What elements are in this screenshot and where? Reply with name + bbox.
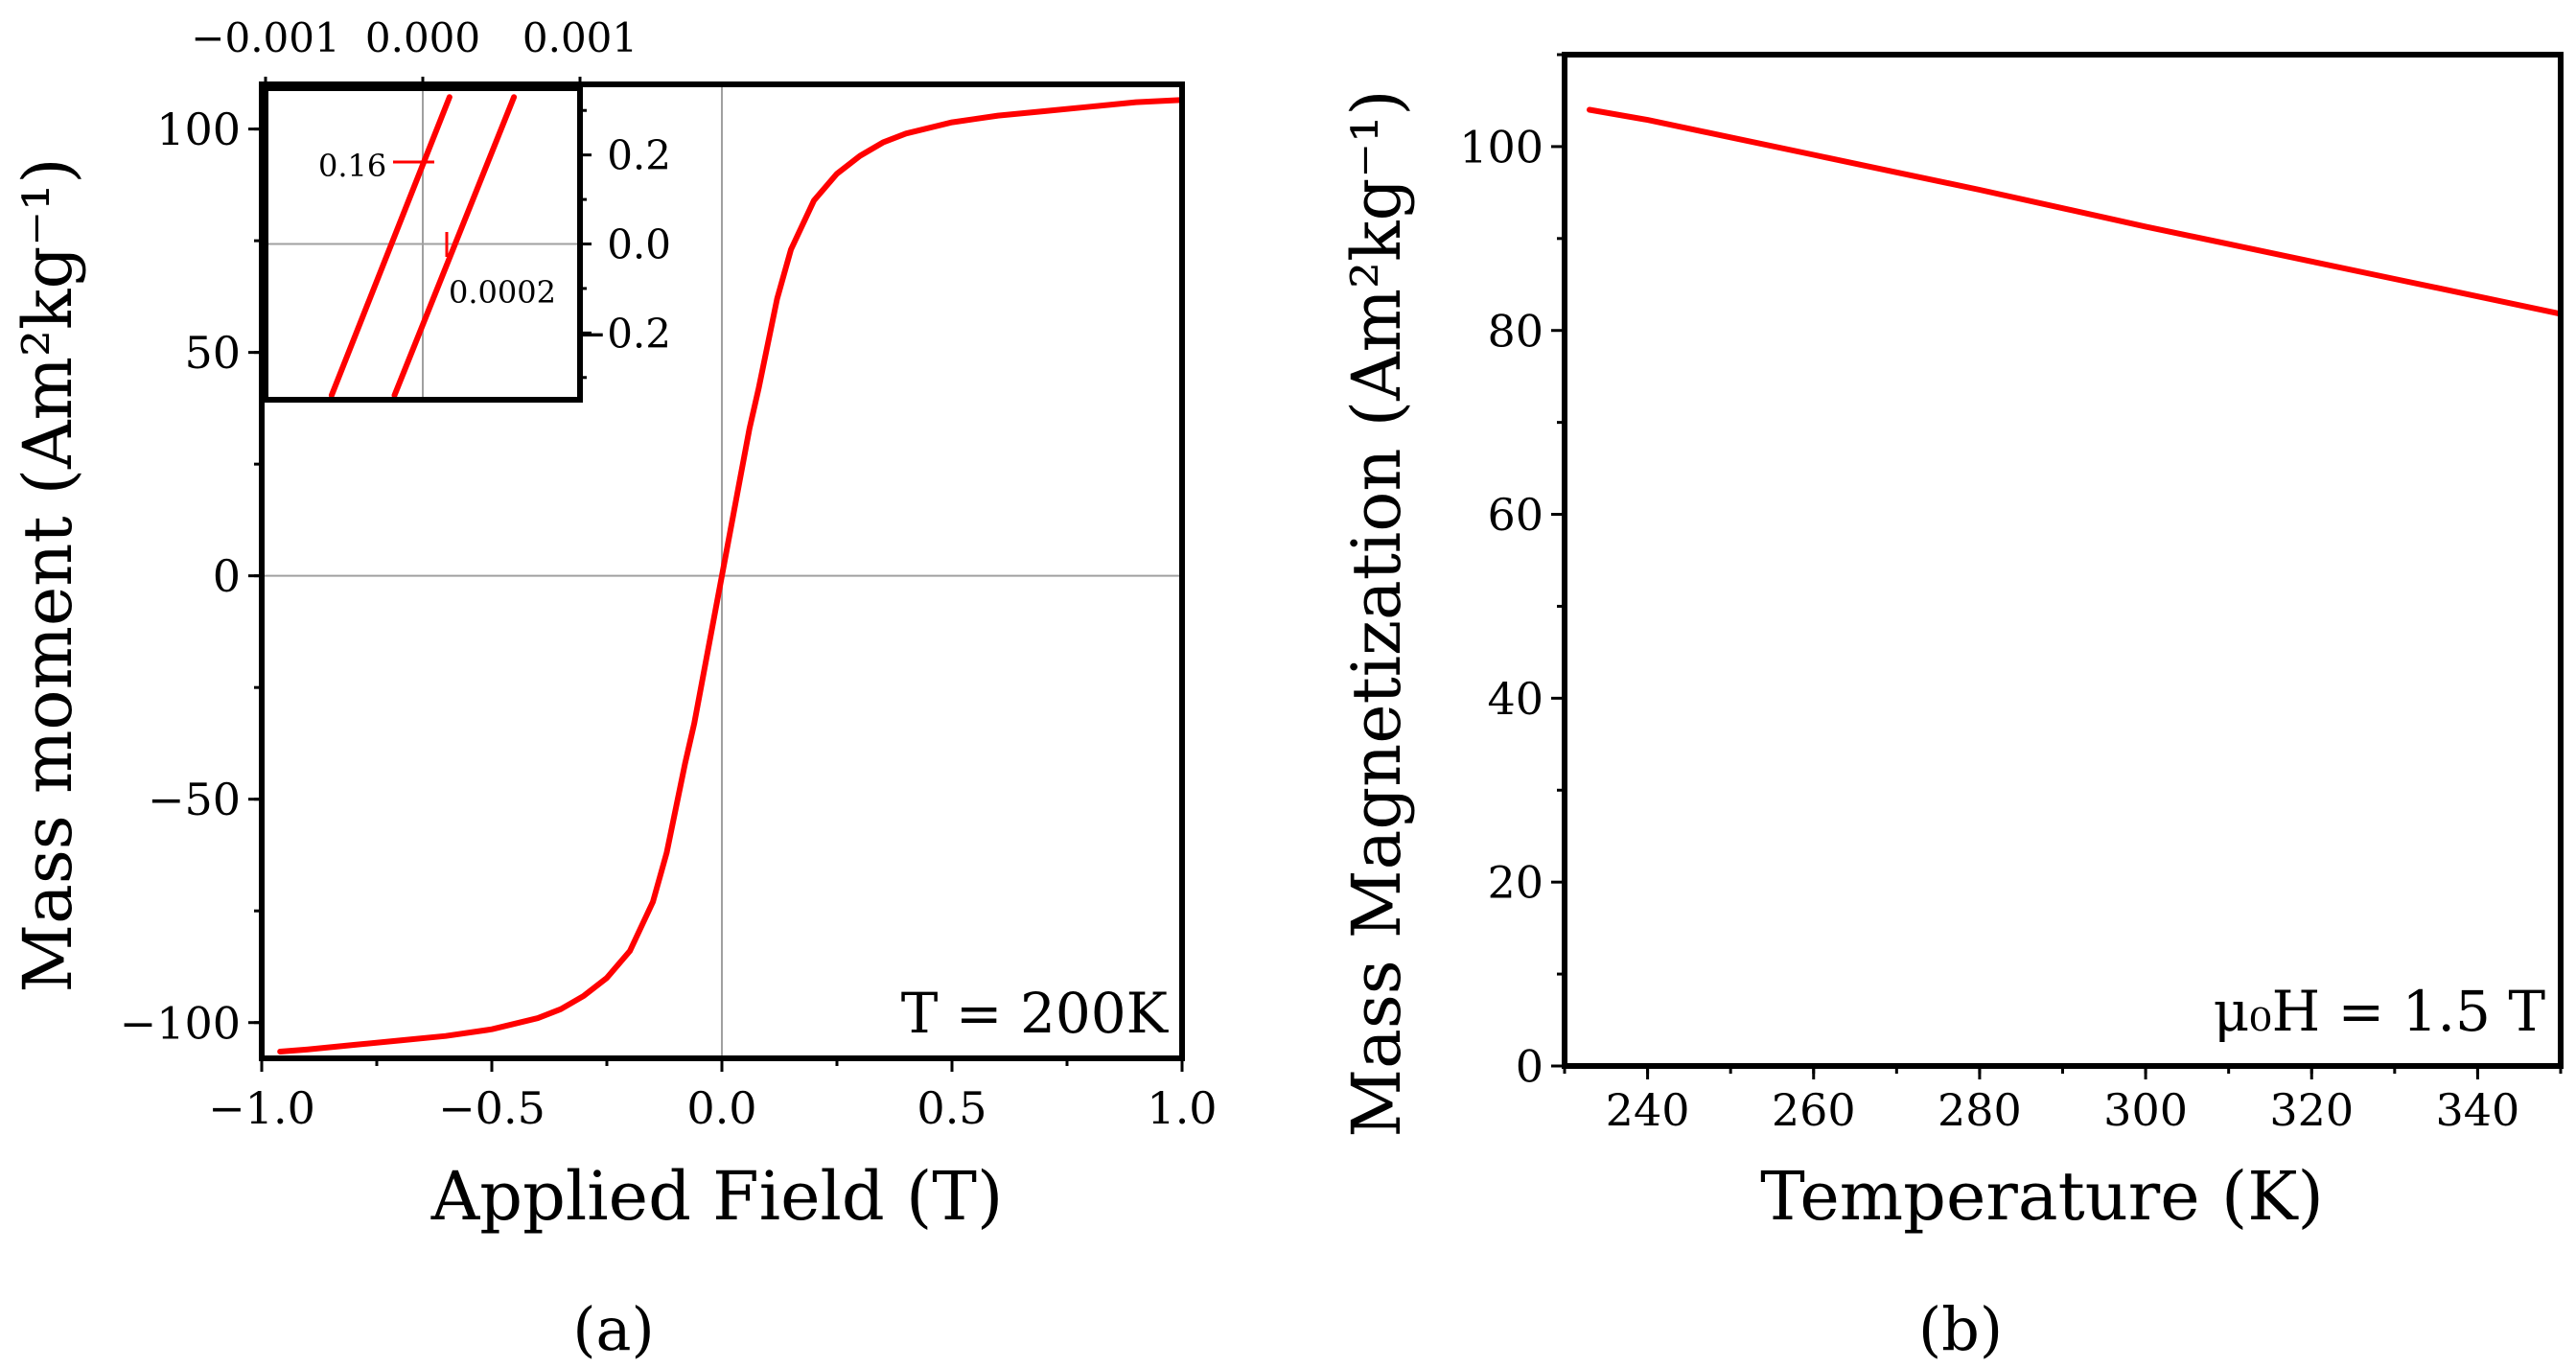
inset-y-tick-label: −0.2 — [573, 310, 671, 357]
panel-b-field-annotation: μ₀H = 1.5 T — [2214, 979, 2546, 1044]
inset-y-ticks: −0.2 0.0 0.2 — [573, 108, 671, 380]
inset-label-0.16: 0.16 — [318, 148, 386, 184]
x-tick-label: −0.5 — [438, 1082, 545, 1134]
panel-b-y-axis-label: Mass Magnetization (Am²kg⁻¹) — [1337, 89, 1416, 1137]
x-tick-label: 340 — [2436, 1084, 2520, 1136]
inset-y-tick-label: 0.0 — [607, 221, 671, 268]
panel-b-y-axis-label-text: Mass Magnetization (Am²kg⁻¹) — [1337, 89, 1416, 1137]
inset-x-tick-label: −0.001 — [191, 14, 339, 61]
panel-a-chart: −1.0 −0.5 0.0 0.5 1.0 −100 −50 0 50 100 −0.001 0.… — [9, 14, 1218, 1364]
panel-a-x-axis-label: Applied Field (T) — [430, 1157, 1004, 1236]
panel-b-y-ticks: 0 20 40 60 80 100 — [1459, 53, 1565, 1093]
inset-y-tick-label: 0.2 — [607, 132, 671, 179]
x-tick-label: 240 — [1606, 1084, 1690, 1136]
x-tick-label: 300 — [2103, 1084, 2188, 1136]
y-tick-label: 0 — [1516, 1041, 1543, 1093]
x-tick-label: −1.0 — [208, 1082, 315, 1134]
y-tick-label: 100 — [1459, 121, 1543, 173]
x-tick-label: 260 — [1772, 1084, 1856, 1136]
series-line-0 — [328, 94, 453, 399]
series-line-0 — [1587, 106, 2564, 317]
inset-series-group — [328, 94, 518, 399]
y-tick-label: −50 — [148, 774, 241, 825]
x-tick-label: 0.5 — [917, 1082, 986, 1134]
y-tick-label: 20 — [1487, 857, 1543, 909]
y-tick-label: 40 — [1487, 673, 1543, 725]
panel-b-series-group — [1587, 106, 2564, 317]
y-tick-label: 0 — [213, 550, 241, 602]
inset-label-0.0002: 0.0002 — [449, 274, 556, 311]
x-tick-label: 320 — [2269, 1084, 2354, 1136]
panel-a-x-ticks: −1.0 −0.5 0.0 0.5 1.0 — [208, 1058, 1218, 1134]
panel-a-y-ticks: −100 −50 0 50 100 — [120, 104, 262, 1049]
series-line-0 — [277, 97, 1185, 1054]
panel-a-y-axis-label: Mass moment (Am²kg⁻¹) — [9, 157, 87, 992]
y-tick-label: 50 — [184, 327, 241, 379]
y-tick-label: 100 — [156, 104, 241, 155]
panel-a-series-group — [277, 97, 1185, 1054]
y-tick-label: −100 — [120, 997, 241, 1049]
inset-x-tick-label: 0.001 — [522, 14, 638, 61]
panel-a-plot-frame — [259, 81, 1185, 1061]
series-line-1 — [391, 94, 518, 399]
inset-x-ticks: −0.001 0.000 0.001 — [191, 14, 638, 88]
panel-a-inset: −0.001 0.000 0.001 −0.2 0.0 0.2 0.16 0.0002 — [191, 14, 671, 403]
inset-x-tick-label: 0.000 — [365, 14, 480, 61]
panel-a-y-axis-label-text: Mass moment (Am²kg⁻¹) — [9, 157, 87, 992]
x-tick-label: 1.0 — [1147, 1082, 1217, 1134]
panel-b-x-ticks: 240 260 280 300 320 340 — [1563, 1066, 2563, 1136]
x-tick-label: 0.0 — [686, 1082, 756, 1134]
panel-b-plot-frame — [1562, 52, 2564, 1069]
panel-b-label: (b) — [1918, 1294, 2003, 1364]
y-tick-label: 60 — [1487, 489, 1543, 541]
x-tick-label: 280 — [1938, 1084, 2022, 1136]
y-tick-label: 80 — [1487, 305, 1543, 357]
panel-b-x-axis-label: Temperature (K) — [1760, 1157, 2324, 1236]
panel-a-temperature-annotation: T = 200K — [901, 981, 1170, 1046]
panel-b-chart: 240 260 280 300 320 340 0 20 40 60 80 100 μ₀H = 1.… — [1337, 52, 2564, 1364]
panel-a-label: (a) — [572, 1294, 654, 1364]
inset-frame — [263, 85, 583, 403]
